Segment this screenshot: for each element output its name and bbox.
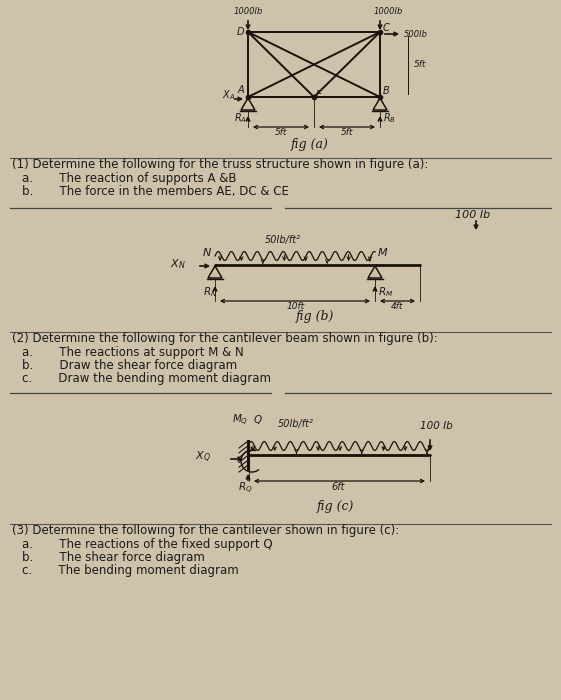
Text: 4ft: 4ft	[391, 302, 403, 311]
Text: N: N	[203, 248, 211, 258]
Text: b.       The shear force diagram: b. The shear force diagram	[22, 551, 205, 564]
Text: M: M	[378, 248, 388, 258]
Text: a.       The reactions of the fixed support Q: a. The reactions of the fixed support Q	[22, 538, 273, 551]
Text: 1000Ib: 1000Ib	[374, 7, 403, 16]
Text: 5ft: 5ft	[341, 128, 353, 137]
Text: 50Ib/ft²: 50Ib/ft²	[265, 235, 301, 245]
Text: Q: Q	[254, 415, 262, 425]
Text: E: E	[316, 90, 322, 100]
Text: $R_N$: $R_N$	[203, 285, 218, 299]
Text: fig (a): fig (a)	[291, 138, 329, 151]
Text: B: B	[383, 86, 390, 96]
Text: D: D	[237, 27, 245, 37]
Text: $M_Q$: $M_Q$	[232, 413, 249, 428]
Text: $R_A$: $R_A$	[234, 111, 247, 125]
Text: C: C	[383, 23, 390, 33]
Text: 50lb/ft²: 50lb/ft²	[278, 419, 314, 429]
Text: $X_N$: $X_N$	[170, 257, 186, 271]
Text: a.       The reactions at support M & N: a. The reactions at support M & N	[22, 346, 243, 359]
Text: fig (b): fig (b)	[296, 310, 334, 323]
Text: b.       The force in the members AE, DC & CE: b. The force in the members AE, DC & CE	[22, 185, 289, 198]
Text: fig (c): fig (c)	[316, 500, 353, 513]
Text: 5ft: 5ft	[275, 128, 287, 137]
Text: b.       Draw the shear force diagram: b. Draw the shear force diagram	[22, 359, 237, 372]
Text: a.       The reaction of supports A &B: a. The reaction of supports A &B	[22, 172, 237, 185]
Text: 10ft: 10ft	[287, 302, 305, 311]
Text: 6ft: 6ft	[331, 482, 344, 492]
Text: $X_A$: $X_A$	[222, 88, 235, 102]
Text: 100 Ib: 100 Ib	[420, 421, 453, 431]
Text: (1) Determine the following for the truss structure shown in figure (a):: (1) Determine the following for the trus…	[12, 158, 429, 171]
Text: c.       The bending moment diagram: c. The bending moment diagram	[22, 564, 239, 577]
Text: A: A	[238, 85, 245, 95]
Text: $R_B$: $R_B$	[383, 111, 396, 125]
Text: (3) Determine the following for the cantilever shown in figure (c):: (3) Determine the following for the cant…	[12, 524, 399, 537]
Text: $R_M$: $R_M$	[378, 285, 393, 299]
Text: $X_Q$: $X_Q$	[195, 449, 211, 465]
Text: 100 Ib: 100 Ib	[455, 210, 490, 220]
Text: $R_Q$: $R_Q$	[238, 481, 252, 496]
Text: 500Ib: 500Ib	[404, 30, 428, 39]
Text: c.       Draw the bending moment diagram: c. Draw the bending moment diagram	[22, 372, 271, 385]
Text: 1000Ib: 1000Ib	[234, 7, 263, 16]
Text: (2) Determine the following for the cantilever beam shown in figure (b):: (2) Determine the following for the cant…	[12, 332, 438, 345]
Text: 5ft: 5ft	[414, 60, 426, 69]
